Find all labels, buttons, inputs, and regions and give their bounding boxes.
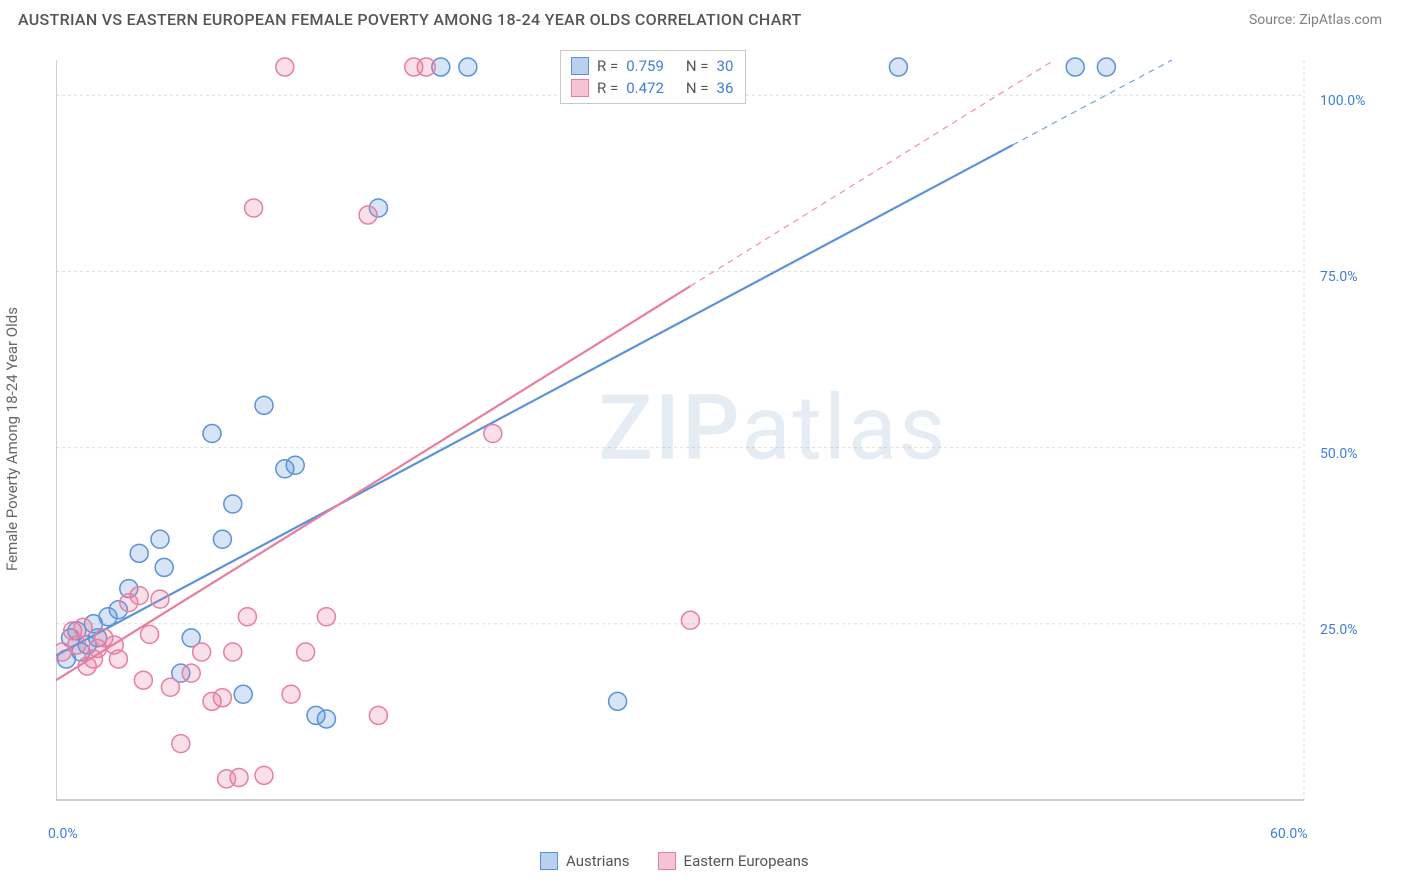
n-label: N =	[686, 57, 709, 75]
legend-row: R = 0.472 N = 36	[571, 77, 735, 99]
x-tick-label: 60.0%	[1270, 826, 1308, 842]
legend-swatch	[571, 57, 589, 75]
y-tick-label: 75.0%	[1320, 269, 1358, 285]
r-label: R =	[597, 79, 618, 97]
n-value: 30	[717, 57, 734, 75]
title-bar: AUSTRIAN VS EASTERN EUROPEAN FEMALE POVE…	[0, 0, 1406, 33]
x-tick-label: 0.0%	[48, 826, 78, 842]
legend-swatch	[658, 852, 676, 870]
y-tick-label: 100.0%	[1320, 93, 1365, 109]
chart-title: AUSTRIAN VS EASTERN EUROPEAN FEMALE POVE…	[18, 10, 802, 29]
series-name: Austrians	[566, 852, 630, 870]
correlation-legend: R = 0.759 N = 30 R = 0.472 N = 36	[560, 50, 746, 104]
r-label: R =	[597, 57, 618, 75]
legend-item: Austrians	[540, 852, 630, 870]
scatter-chart	[56, 48, 1374, 826]
r-value: 0.472	[626, 79, 664, 97]
y-tick-label: 50.0%	[1320, 446, 1358, 462]
y-tick-label: 25.0%	[1320, 622, 1358, 638]
n-value: 36	[717, 79, 734, 97]
legend-swatch	[571, 79, 589, 97]
series-legend: Austrians Eastern Europeans	[540, 852, 809, 870]
series-name: Eastern Europeans	[684, 852, 809, 870]
legend-swatch	[540, 852, 558, 870]
legend-item: Eastern Europeans	[658, 852, 809, 870]
source-label: Source: ZipAtlas.com	[1249, 12, 1382, 28]
n-label: N =	[686, 79, 709, 97]
legend-row: R = 0.759 N = 30	[571, 55, 735, 77]
r-value: 0.759	[626, 57, 664, 75]
y-axis-label: Female Poverty Among 18-24 Year Olds	[3, 307, 21, 571]
